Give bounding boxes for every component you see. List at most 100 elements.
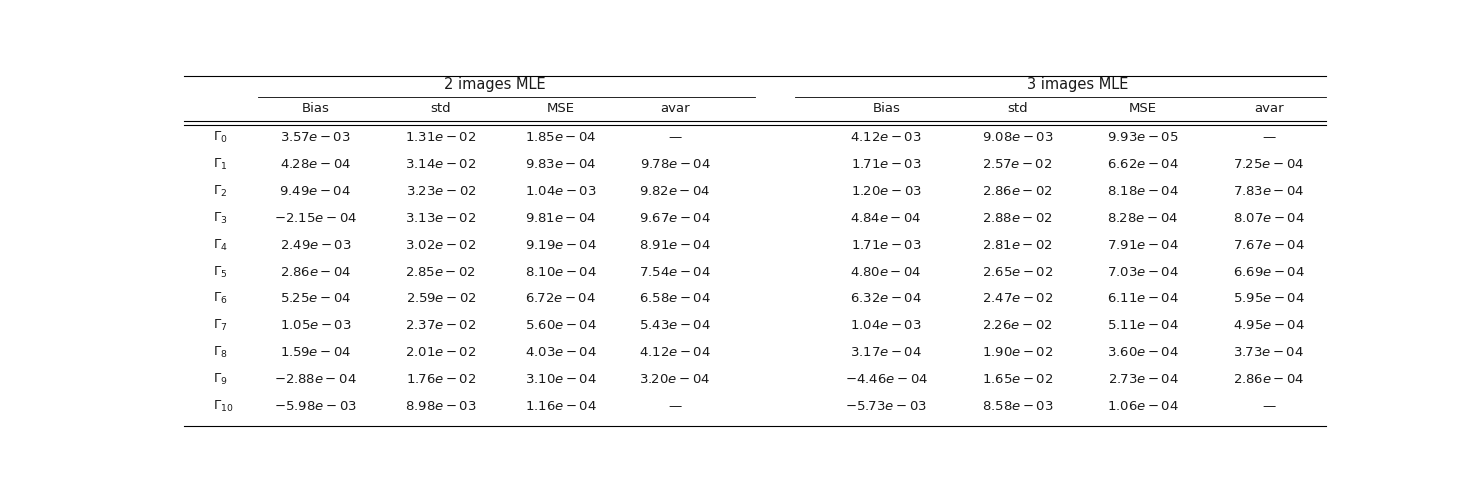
Text: $4.95e - 04$: $4.95e - 04$: [1233, 319, 1305, 332]
Text: MSE: MSE: [546, 102, 574, 115]
Text: $7.25e - 04$: $7.25e - 04$: [1233, 158, 1304, 171]
Text: $-2.15e - 04$: $-2.15e - 04$: [274, 212, 356, 225]
Text: $2.26e - 02$: $2.26e - 02$: [982, 319, 1053, 332]
Text: $-2.88e - 04$: $-2.88e - 04$: [274, 373, 356, 386]
Text: $8.18e - 04$: $8.18e - 04$: [1108, 185, 1178, 198]
Text: $3.02e - 02$: $3.02e - 02$: [405, 239, 477, 251]
Text: $3.17e - 04$: $3.17e - 04$: [850, 346, 922, 359]
Text: $7.03e - 04$: $7.03e - 04$: [1108, 265, 1178, 278]
Text: 3 images MLE: 3 images MLE: [1027, 77, 1128, 92]
Text: $2.65e - 02$: $2.65e - 02$: [981, 265, 1053, 278]
Text: $4.80e - 04$: $4.80e - 04$: [850, 265, 922, 278]
Text: $2.86e - 04$: $2.86e - 04$: [1233, 373, 1305, 386]
Text: MSE: MSE: [1128, 102, 1158, 115]
Text: $1.04e - 03$: $1.04e - 03$: [850, 319, 922, 332]
Text: $2.86e - 04$: $2.86e - 04$: [280, 265, 351, 278]
Text: $-4.46e - 04$: $-4.46e - 04$: [844, 373, 928, 386]
Text: avar: avar: [660, 102, 689, 115]
Text: $\Gamma_9$: $\Gamma_9$: [212, 372, 227, 387]
Text: $\Gamma_0$: $\Gamma_0$: [212, 130, 227, 145]
Text: $4.03e - 04$: $4.03e - 04$: [524, 346, 597, 359]
Text: $7.91e - 04$: $7.91e - 04$: [1108, 239, 1178, 251]
Text: $7.83e - 04$: $7.83e - 04$: [1233, 185, 1305, 198]
Text: $1.20e - 03$: $1.20e - 03$: [851, 185, 922, 198]
Text: $2.37e - 02$: $2.37e - 02$: [405, 319, 477, 332]
Text: $3.13e - 02$: $3.13e - 02$: [405, 212, 477, 225]
Text: $2.01e - 02$: $2.01e - 02$: [405, 346, 477, 359]
Text: Bias: Bias: [872, 102, 900, 115]
Text: $1.85e - 04$: $1.85e - 04$: [524, 131, 597, 144]
Text: $\Gamma_5$: $\Gamma_5$: [212, 264, 227, 280]
Text: $7.67e - 04$: $7.67e - 04$: [1233, 239, 1305, 251]
Text: 2 images MLE: 2 images MLE: [445, 77, 546, 92]
Text: $3.20e - 04$: $3.20e - 04$: [639, 373, 710, 386]
Text: $1.31e - 02$: $1.31e - 02$: [405, 131, 477, 144]
Text: $9.81e - 04$: $9.81e - 04$: [524, 212, 597, 225]
Text: $3.23e - 02$: $3.23e - 02$: [405, 185, 476, 198]
Text: $2.81e - 02$: $2.81e - 02$: [982, 239, 1053, 251]
Text: $3.73e - 04$: $3.73e - 04$: [1233, 346, 1304, 359]
Text: $2.85e - 02$: $2.85e - 02$: [405, 265, 477, 278]
Text: $1.04e - 03$: $1.04e - 03$: [524, 185, 597, 198]
Text: $4.12e - 04$: $4.12e - 04$: [639, 346, 711, 359]
Text: $1.71e - 03$: $1.71e - 03$: [851, 158, 922, 171]
Text: $5.60e - 04$: $5.60e - 04$: [524, 319, 597, 332]
Text: —: —: [1262, 400, 1276, 413]
Text: $5.25e - 04$: $5.25e - 04$: [280, 293, 351, 306]
Text: $4.84e - 04$: $4.84e - 04$: [850, 212, 922, 225]
Text: $4.12e - 03$: $4.12e - 03$: [850, 131, 922, 144]
Text: $\Gamma_1$: $\Gamma_1$: [212, 157, 227, 172]
Text: —: —: [669, 400, 682, 413]
Text: $\Gamma_7$: $\Gamma_7$: [212, 319, 227, 333]
Text: $6.58e - 04$: $6.58e - 04$: [639, 293, 711, 306]
Text: std: std: [1008, 102, 1028, 115]
Text: $-5.73e - 03$: $-5.73e - 03$: [846, 400, 927, 413]
Text: $1.06e - 04$: $1.06e - 04$: [1108, 400, 1178, 413]
Text: $7.54e - 04$: $7.54e - 04$: [639, 265, 711, 278]
Text: $9.93e - 05$: $9.93e - 05$: [1108, 131, 1178, 144]
Text: $\Gamma_4$: $\Gamma_4$: [212, 238, 227, 252]
Text: $2.49e - 03$: $2.49e - 03$: [280, 239, 351, 251]
Text: $4.28e - 04$: $4.28e - 04$: [280, 158, 351, 171]
Text: $8.98e - 03$: $8.98e - 03$: [405, 400, 477, 413]
Text: $2.86e - 02$: $2.86e - 02$: [982, 185, 1053, 198]
Text: $8.10e - 04$: $8.10e - 04$: [524, 265, 597, 278]
Text: $8.58e - 03$: $8.58e - 03$: [981, 400, 1053, 413]
Text: $1.05e - 03$: $1.05e - 03$: [280, 319, 351, 332]
Text: $2.47e - 02$: $2.47e - 02$: [981, 293, 1053, 306]
Text: $6.62e - 04$: $6.62e - 04$: [1108, 158, 1178, 171]
Text: $9.83e - 04$: $9.83e - 04$: [524, 158, 597, 171]
Text: $3.14e - 02$: $3.14e - 02$: [405, 158, 477, 171]
Text: $6.69e - 04$: $6.69e - 04$: [1233, 265, 1305, 278]
Text: $\Gamma_2$: $\Gamma_2$: [212, 183, 227, 199]
Text: —: —: [1262, 131, 1276, 144]
Text: $2.59e - 02$: $2.59e - 02$: [405, 293, 476, 306]
Text: $1.59e - 04$: $1.59e - 04$: [280, 346, 351, 359]
Text: —: —: [669, 131, 682, 144]
Text: $8.28e - 04$: $8.28e - 04$: [1108, 212, 1178, 225]
Text: $9.67e - 04$: $9.67e - 04$: [639, 212, 711, 225]
Text: $9.78e - 04$: $9.78e - 04$: [639, 158, 710, 171]
Text: $5.11e - 04$: $5.11e - 04$: [1108, 319, 1178, 332]
Text: $6.72e - 04$: $6.72e - 04$: [526, 293, 597, 306]
Text: $\Gamma_3$: $\Gamma_3$: [212, 211, 227, 226]
Text: $2.57e - 02$: $2.57e - 02$: [982, 158, 1053, 171]
Text: $1.16e - 04$: $1.16e - 04$: [524, 400, 597, 413]
Text: $-5.98e - 03$: $-5.98e - 03$: [274, 400, 356, 413]
Text: $3.57e - 03$: $3.57e - 03$: [280, 131, 351, 144]
Text: $\Gamma_{10}$: $\Gamma_{10}$: [212, 399, 233, 414]
Text: std: std: [430, 102, 451, 115]
Text: $1.65e - 02$: $1.65e - 02$: [981, 373, 1053, 386]
Text: $9.08e - 03$: $9.08e - 03$: [981, 131, 1053, 144]
Text: $6.32e - 04$: $6.32e - 04$: [850, 293, 922, 306]
Text: $8.07e - 04$: $8.07e - 04$: [1233, 212, 1305, 225]
Text: avar: avar: [1254, 102, 1283, 115]
Text: $9.82e - 04$: $9.82e - 04$: [639, 185, 711, 198]
Text: $6.11e - 04$: $6.11e - 04$: [1108, 293, 1178, 306]
Text: $5.43e - 04$: $5.43e - 04$: [639, 319, 711, 332]
Text: $1.71e - 03$: $1.71e - 03$: [851, 239, 922, 251]
Text: $9.49e - 04$: $9.49e - 04$: [280, 185, 352, 198]
Text: $\Gamma_6$: $\Gamma_6$: [212, 291, 227, 307]
Text: $9.19e - 04$: $9.19e - 04$: [524, 239, 597, 251]
Text: $3.10e - 04$: $3.10e - 04$: [524, 373, 597, 386]
